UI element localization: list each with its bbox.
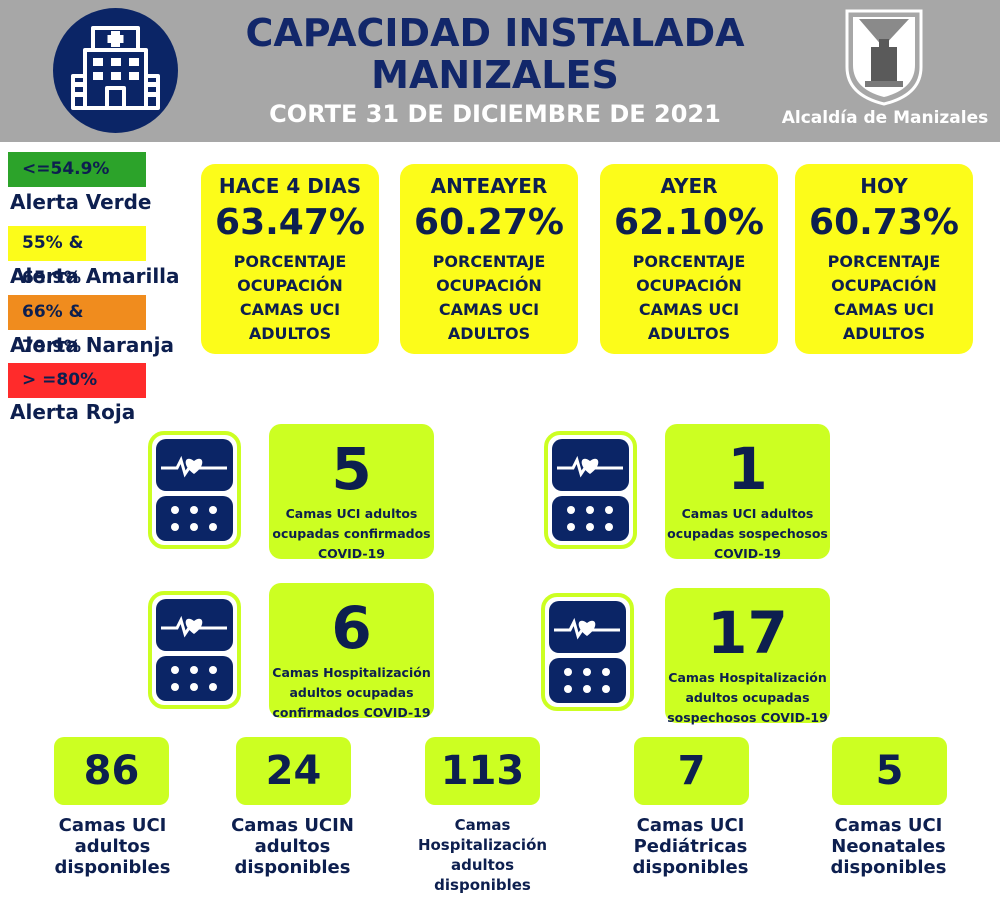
title-line-2: MANIZALES <box>371 53 619 97</box>
available-uci-neonatal-label: Camas UCI Neonatales disponibles <box>806 815 971 878</box>
stat-value: 1 <box>727 435 768 503</box>
label-line: disponibles <box>632 857 749 878</box>
organization-name: Alcaldía de Manizales <box>781 108 989 128</box>
cutoff-date: CORTE 31 DE DICIEMBRE DE 2021 <box>269 100 721 128</box>
legend-yellow-label: Alerta Amarilla <box>10 264 180 288</box>
available-hosp-adults-label: Camas Hospitalización adultos disponible… <box>400 815 565 895</box>
heart-monitor-icon <box>147 430 242 550</box>
label-line: adultos <box>254 836 331 857</box>
stat-value: 6 <box>331 594 372 662</box>
occupancy-card-day-before-yesterday: ANTEAYER 60.27% PORCENTAJE OCUPACIÓN CAM… <box>400 164 578 354</box>
available-uci-neonatal-value: 5 <box>832 737 947 805</box>
stat-label-line: COVID-19 <box>318 546 385 561</box>
label-line: disponibles <box>434 876 531 894</box>
occupancy-desc-line: CAMAS UCI <box>638 300 740 319</box>
label-line: disponibles <box>54 857 171 878</box>
occupancy-percentage: 60.73% <box>809 202 959 243</box>
legend-orange-range: 66% & 79.9% <box>8 295 146 357</box>
available-uci-pediatric-value: 7 <box>634 737 749 805</box>
occupancy-desc-line: PORCENTAJE <box>827 252 941 271</box>
occupancy-percentage: 60.27% <box>414 202 564 243</box>
occupancy-desc-line: OCUPACIÓN <box>831 276 937 295</box>
occupancy-desc-line: ADULTOS <box>647 324 731 343</box>
hospital-icon <box>71 26 160 110</box>
occupancy-desc-line: ADULTOS <box>842 324 926 343</box>
legend-orange-label: Alerta Naranja <box>10 333 174 357</box>
legend-yellow-range: 55% & 65.9% <box>8 226 146 288</box>
label-line: Neonatales <box>831 836 946 857</box>
occupancy-desc-line: CAMAS UCI <box>239 300 341 319</box>
occupancy-desc-line: PORCENTAJE <box>432 252 546 271</box>
occupancy-card-4-days-ago: HACE 4 DIAS 63.47% PORCENTAJE OCUPACIÓN … <box>201 164 379 354</box>
legend-red-label: Alerta Roja <box>10 400 136 424</box>
occupancy-desc-line: PORCENTAJE <box>632 252 746 271</box>
available-ucin-adults-label: Camas UCIN adultos disponibles <box>210 815 375 878</box>
available-uci-adults-value: 86 <box>54 737 169 805</box>
occupancy-card-today: HOY 60.73% PORCENTAJE OCUPACIÓN CAMAS UC… <box>795 164 973 354</box>
label-line: Hospitalización <box>417 836 548 854</box>
stat-label-line: adultos ocupadas <box>685 690 810 705</box>
label-line: Camas UCI <box>636 815 745 836</box>
legend-red-range: > =80% <box>8 363 146 398</box>
occupancy-desc-line: PORCENTAJE <box>233 252 347 271</box>
occupancy-period: HACE 4 DIAS <box>218 174 362 198</box>
stat-value: 17 <box>707 599 788 667</box>
occupancy-desc-line: CAMAS UCI <box>833 300 935 319</box>
occupancy-desc-line: OCUPACIÓN <box>636 276 742 295</box>
occupancy-period: HOY <box>860 174 908 198</box>
heart-monitor-icon <box>540 592 635 712</box>
available-uci-adults-label: Camas UCI adultos disponibles <box>30 815 195 878</box>
occupancy-card-yesterday: AYER 62.10% PORCENTAJE OCUPACIÓN CAMAS U… <box>600 164 778 354</box>
heart-monitor-icon <box>147 590 242 710</box>
occupancy-desc-line: ADULTOS <box>447 324 531 343</box>
hospital-logo <box>53 8 178 133</box>
legend-green-range: <=54.9% <box>8 152 146 187</box>
heart-monitor-icon <box>543 430 638 550</box>
label-line: Camas UCI <box>58 815 167 836</box>
label-line: Camas <box>454 816 511 834</box>
label-line: adultos <box>450 856 515 874</box>
city-crest-logo <box>843 7 925 107</box>
stat-label-line: ocupadas confirmados <box>272 526 431 541</box>
occupancy-desc-line: OCUPACIÓN <box>436 276 542 295</box>
title-line-1: CAPACIDAD INSTALADA <box>245 11 745 55</box>
stat-card-hosp-confirmed: 6 Camas Hospitalización adultos ocupadas… <box>269 583 434 720</box>
stat-card-hosp-suspected: 17 Camas Hospitalización adultos ocupada… <box>665 588 830 725</box>
stat-label-line: Camas Hospitalización <box>668 670 827 685</box>
stat-label-line: sospechosos COVID-19 <box>667 710 828 725</box>
stat-label-line: confirmados COVID-19 <box>272 705 431 720</box>
stat-label-line: adultos ocupadas <box>289 685 414 700</box>
label-line: Camas UCIN <box>231 815 354 836</box>
available-hosp-adults-value: 113 <box>425 737 540 805</box>
available-uci-pediatric-label: Camas UCI Pediátricas disponibles <box>608 815 773 878</box>
stat-card-uci-suspected: 1 Camas UCI adultos ocupadas sospechosos… <box>665 424 830 561</box>
occupancy-percentage: 63.47% <box>215 202 365 243</box>
label-line: Camas UCI <box>834 815 943 836</box>
occupancy-desc-line: OCUPACIÓN <box>237 276 343 295</box>
stat-label-line: Camas Hospitalización <box>272 665 431 680</box>
occupancy-percentage: 62.10% <box>614 202 764 243</box>
stat-card-uci-confirmed: 5 Camas UCI adultos ocupadas confirmados… <box>269 424 434 561</box>
label-line: disponibles <box>234 857 351 878</box>
occupancy-desc-line: CAMAS UCI <box>438 300 540 319</box>
label-line: adultos <box>74 836 151 857</box>
stat-label-line: COVID-19 <box>714 546 781 561</box>
available-ucin-adults-value: 24 <box>236 737 351 805</box>
shield-icon <box>845 9 923 106</box>
occupancy-desc-line: ADULTOS <box>248 324 332 343</box>
stat-label-line: Camas UCI adultos <box>285 506 418 521</box>
stat-label-line: ocupadas sospechosos <box>667 526 828 541</box>
legend-green-label: Alerta Verde <box>10 190 152 214</box>
label-line: Pediátricas <box>633 836 748 857</box>
label-line: disponibles <box>830 857 947 878</box>
stat-value: 5 <box>331 435 372 503</box>
stat-label-line: Camas UCI adultos <box>681 506 814 521</box>
occupancy-period: ANTEAYER <box>430 174 548 198</box>
occupancy-period: AYER <box>660 174 718 198</box>
